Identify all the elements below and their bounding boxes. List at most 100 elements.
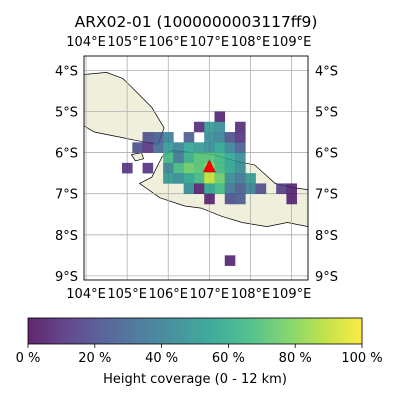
coverage-cell (235, 193, 246, 205)
coverage-cell (152, 142, 164, 153)
marker-layer (202, 159, 216, 173)
coverage-cell (224, 183, 236, 194)
coverage-cell (163, 173, 174, 184)
coverage-cell (245, 173, 256, 184)
coverage-cell (235, 142, 246, 153)
colorbar (27, 317, 363, 345)
lat-tick-label: 4°S (55, 64, 78, 79)
lon-tick-label: 106°E (148, 287, 188, 302)
lon-tick-label: 107°E (190, 35, 230, 50)
coverage-cell (204, 132, 215, 143)
coverage-cell (286, 193, 297, 205)
coverage-cell (173, 162, 184, 174)
coverage-cell (224, 132, 236, 143)
coverage-cell (163, 152, 174, 164)
coverage-cell (224, 142, 236, 153)
coverage-cell (224, 255, 236, 266)
coverage-cell (204, 173, 215, 184)
coverage-cell (214, 173, 226, 184)
coverage-cell (235, 152, 246, 164)
lat-tick-label: 9°S (315, 270, 338, 285)
lat-ticks-right: 4°S 5°S 6°S 7°S 8°S 9°S (315, 64, 338, 285)
lon-tick-label: 106°E (148, 35, 188, 50)
lon-tick-label: 109°E (272, 287, 312, 302)
station-marker (202, 159, 216, 173)
coverage-cell (183, 132, 195, 143)
coverage-cell (214, 111, 226, 123)
lat-tick-label: 6°S (55, 147, 78, 162)
lat-tick-label: 7°S (315, 188, 338, 203)
chart-title: ARX02-01 (1000000003117ff9) (75, 13, 318, 31)
colorbar-tick-label: 0 % (16, 351, 41, 366)
colorbar-ticks: 0 % 20 % 40 % 60 % 80 % 100 % (16, 344, 383, 366)
coverage-cell (183, 183, 195, 194)
coverage-cell (163, 142, 174, 153)
colorbar-tick-label: 40 % (145, 351, 178, 366)
coverage-cell (193, 152, 205, 164)
lon-tick-label: 108°E (231, 287, 271, 302)
coverage-cells (122, 111, 297, 266)
lon-ticks-top: 104°E 105°E 106°E 107°E 108°E 109°E (66, 35, 311, 50)
lat-tick-label: 5°S (55, 105, 78, 120)
coverage-cell (204, 152, 215, 164)
coverage-cell (204, 121, 215, 133)
coverage-cell (142, 132, 154, 143)
lat-tick-label: 6°S (315, 147, 338, 162)
coverage-cell (214, 121, 226, 133)
map-frame (83, 55, 309, 281)
lat-tick-label: 8°S (55, 229, 78, 244)
coverage-cell (193, 173, 205, 184)
lat-tick-label: 7°S (55, 188, 78, 203)
lat-tick-label: 4°S (315, 64, 338, 79)
coverage-cell (122, 162, 133, 174)
coverage-cell (235, 173, 246, 184)
coverage-cell (183, 162, 195, 174)
coverage-cell (142, 142, 154, 153)
coverage-cell (214, 142, 226, 153)
coverage-cell (235, 183, 246, 194)
island-land (130, 152, 145, 162)
lon-tick-label: 105°E (107, 287, 147, 302)
coverage-cell (214, 152, 226, 164)
coverage-cell (183, 173, 195, 184)
coverage-cell (132, 142, 143, 153)
coverage-cell (286, 183, 297, 194)
coverage-cell (204, 142, 215, 153)
map-area (84, 56, 308, 280)
coverage-cell (183, 142, 195, 153)
coverage-cell (224, 193, 236, 205)
lat-tick-label: 9°S (55, 270, 78, 285)
colorbar-tick-label: 20 % (78, 351, 111, 366)
colorbar-label: Height coverage (0 - 12 km) (103, 372, 287, 387)
coverage-cell (245, 183, 256, 194)
coverage-cell (142, 162, 154, 174)
coverage-cell (193, 121, 205, 133)
coverage-cell (255, 183, 267, 194)
coverage-cell (224, 173, 236, 184)
coverage-cell (204, 183, 215, 194)
colorbar-tick-label: 100 % (341, 351, 382, 366)
lon-tick-label: 107°E (190, 287, 230, 302)
coverage-cell (152, 132, 164, 143)
coverage-cell (235, 121, 246, 133)
coverage-cell (204, 193, 215, 205)
lon-tick-label: 104°E (66, 35, 106, 50)
coverage-cell (173, 142, 184, 153)
lon-tick-label: 109°E (272, 35, 312, 50)
coverage-cell (214, 132, 226, 143)
coverage-cell (163, 162, 174, 174)
lat-ticks-left: 4°S 5°S 6°S 7°S 8°S 9°S (55, 64, 78, 285)
coverage-cell (193, 183, 205, 194)
coverage-cell (235, 162, 246, 174)
colorbar-tick-label: 80 % (279, 351, 312, 366)
coverage-cell (193, 142, 205, 153)
coverage-cell (224, 152, 236, 164)
coverage-cell (235, 132, 246, 143)
lon-tick-label: 104°E (66, 287, 106, 302)
coverage-cell (276, 183, 287, 194)
coverage-cell (214, 183, 226, 194)
coverage-cell (163, 132, 174, 143)
lon-tick-label: 105°E (107, 35, 147, 50)
lat-tick-label: 8°S (315, 229, 338, 244)
